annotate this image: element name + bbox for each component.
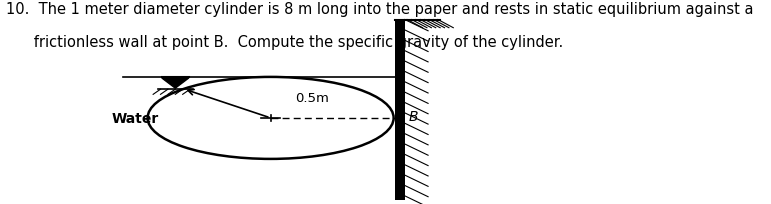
Text: 0.5m: 0.5m (295, 91, 329, 104)
Text: 10.  The 1 meter diameter cylinder is 8 m long into the paper and rests in stati: 10. The 1 meter diameter cylinder is 8 m… (6, 2, 753, 17)
Polygon shape (162, 79, 189, 89)
Text: Water: Water (112, 111, 159, 125)
Text: B: B (409, 109, 418, 123)
Text: frictionless wall at point B.  Compute the specific gravity of the cylinder.: frictionless wall at point B. Compute th… (6, 35, 564, 50)
Bar (396, 20, 405, 200)
